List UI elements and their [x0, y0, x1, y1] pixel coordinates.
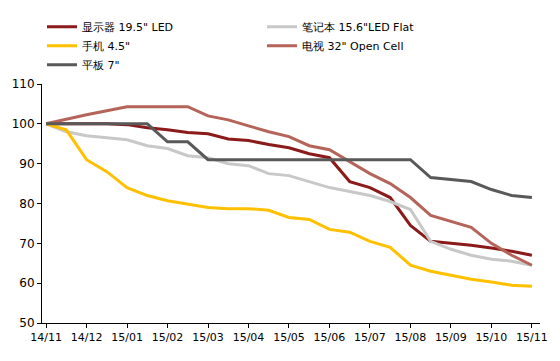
svg-text:60: 60 [19, 276, 34, 290]
svg-text:15/08: 15/08 [395, 331, 427, 344]
svg-text:70: 70 [19, 237, 34, 251]
svg-text:手机 4.5": 手机 4.5" [82, 40, 130, 53]
svg-text:15/05: 15/05 [273, 331, 305, 344]
svg-text:15/03: 15/03 [192, 331, 224, 344]
svg-text:平板 7": 平板 7" [82, 59, 120, 72]
svg-text:14/12: 14/12 [71, 331, 103, 344]
svg-text:110: 110 [12, 77, 35, 91]
svg-text:显示器 19.5" LED: 显示器 19.5" LED [82, 21, 173, 34]
svg-text:15/10: 15/10 [476, 331, 508, 344]
svg-text:15/07: 15/07 [354, 331, 386, 344]
svg-text:笔记本 15.6"LED Flat: 笔记本 15.6"LED Flat [302, 21, 414, 34]
svg-text:15/04: 15/04 [233, 331, 265, 344]
svg-text:15/06: 15/06 [314, 331, 346, 344]
svg-text:50: 50 [19, 316, 34, 330]
svg-text:90: 90 [19, 157, 34, 171]
svg-text:80: 80 [19, 197, 34, 211]
svg-text:100: 100 [12, 117, 35, 131]
svg-text:15/11: 15/11 [516, 331, 548, 344]
svg-text:15/02: 15/02 [152, 331, 184, 344]
svg-text:15/01: 15/01 [111, 331, 143, 344]
svg-text:15/09: 15/09 [435, 331, 467, 344]
svg-text:电视 32" Open Cell: 电视 32" Open Cell [302, 40, 404, 53]
svg-text:14/11: 14/11 [30, 331, 62, 344]
